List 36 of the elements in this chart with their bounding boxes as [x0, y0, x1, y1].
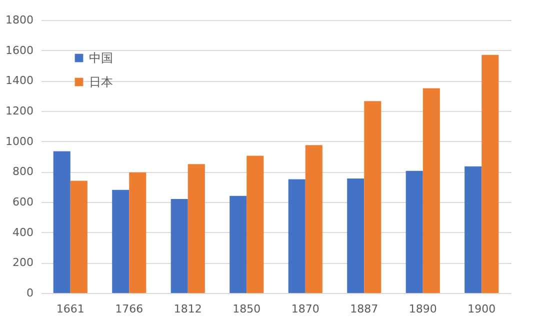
y-tick-label: 800 — [12, 165, 34, 178]
x-tick-label: 1812 — [174, 302, 202, 316]
y-tick-label: 0 — [26, 286, 34, 300]
x-tick-label: 1887 — [350, 302, 378, 316]
y-tick-label: 200 — [12, 256, 34, 270]
bar — [347, 178, 364, 293]
bar — [305, 145, 322, 293]
bar — [230, 196, 247, 293]
legend-label: 日本 — [89, 75, 113, 89]
bar — [70, 180, 88, 293]
bar — [422, 88, 440, 293]
bar — [246, 156, 264, 293]
x-tick-label: 1661 — [56, 302, 84, 316]
y-tick-label: 400 — [12, 226, 34, 239]
bar — [53, 151, 70, 293]
bar — [364, 101, 382, 293]
x-tick-label: 1900 — [468, 302, 496, 316]
x-tick-label: 1766 — [115, 302, 144, 316]
bar — [170, 198, 188, 293]
bar — [129, 172, 146, 293]
y-tick-label: 1400 — [6, 74, 34, 88]
bar — [406, 170, 423, 293]
bar — [112, 190, 130, 293]
x-tick-label: 1870 — [291, 302, 320, 316]
bar — [464, 166, 482, 293]
x-tick-label: 1850 — [232, 302, 261, 316]
y-tick-label: 1600 — [6, 44, 34, 57]
bar — [482, 54, 499, 293]
y-tick-label: 1000 — [6, 134, 34, 148]
bar — [188, 164, 205, 293]
legend-label: 中国 — [89, 51, 113, 65]
y-tick-label: 1200 — [6, 104, 34, 118]
y-tick-label: 600 — [12, 196, 34, 208]
x-tick-label: 1890 — [408, 302, 437, 316]
y-tick-label: 1800 — [6, 14, 34, 26]
bar — [288, 179, 306, 293]
